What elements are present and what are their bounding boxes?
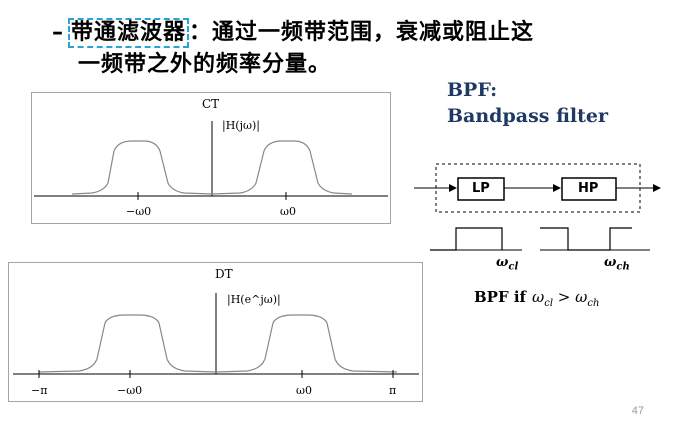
bpf-condition: BPF if ωcl > ωch — [474, 288, 599, 309]
condition-operator: > — [553, 288, 576, 306]
condition-math: ωcl > ωch — [531, 288, 600, 309]
ct-axis-name: |H(jω)| — [222, 119, 260, 132]
bpf-subtitle: Bandpass filter — [447, 105, 608, 127]
hp-label: HP — [578, 181, 599, 196]
ct-frequency-plot: CT |H(jω)| −ω0 ω0 — [31, 92, 391, 224]
condition-lhs: ω — [531, 288, 545, 306]
dt-frequency-plot: DT |H(e^jω)| −π −ω0 ω0 π — [8, 262, 423, 402]
dt-tick-label-pos-omega0: ω0 — [296, 384, 312, 397]
bpf-title: BPF: — [447, 79, 498, 101]
ct-tick-label-neg-omega0: −ω0 — [126, 205, 152, 218]
ct-plot-svg — [34, 121, 388, 200]
dt-tick-label-neg-omega0: −ω0 — [117, 384, 143, 397]
hp-block — [561, 177, 617, 201]
condition-rhs-sub: ch — [587, 298, 600, 309]
page-number: 47 — [631, 405, 644, 417]
omega-ch-label: ωch — [604, 255, 630, 273]
ct-tick-label-pos-omega0: ω0 — [280, 205, 296, 218]
condition-rhs: ω — [575, 288, 588, 306]
lp-block — [457, 177, 505, 201]
condition-prefix: BPF if — [474, 288, 526, 306]
dt-tick-label-pos-pi: π — [389, 384, 397, 397]
ct-label: CT — [202, 97, 220, 111]
bpf-block-diagram: LP HP ωcl ωch — [410, 162, 666, 280]
lp-response — [430, 227, 503, 251]
omega-ch-subscript: ch — [616, 261, 630, 273]
lp-label: LP — [472, 181, 490, 196]
omega-cl-symbol: ω — [496, 255, 509, 270]
bullet-text-rest: ：通过一频带范围，衰减或阻止这 — [189, 20, 535, 45]
condition-lhs-sub: cl — [544, 298, 554, 309]
highlighted-term: 带通滤波器 — [68, 18, 190, 48]
dt-plot-svg — [13, 293, 419, 378]
omega-cl-subscript: cl — [508, 261, 519, 273]
dt-label: DT — [215, 267, 233, 281]
bullet-line-1: – 带通滤波器 ：通过一频带范围，衰减或阻止这 — [52, 14, 534, 48]
bpf-heading: BPF: Bandpass filter — [447, 77, 608, 129]
diagram-svg — [414, 163, 661, 251]
omega-ch-symbol: ω — [604, 255, 617, 270]
bullet-line-2: 一频带之外的频率分量。 — [78, 52, 332, 77]
hp-response — [540, 227, 632, 251]
dt-axis-name: |H(e^jω)| — [227, 293, 281, 306]
bullet-dash: – — [52, 20, 64, 45]
dt-tick-label-neg-pi: −π — [31, 384, 48, 397]
ct-magnitude-curve — [71, 140, 353, 195]
dt-magnitude-curve — [38, 314, 398, 373]
omega-cl-label: ωcl — [496, 255, 518, 273]
